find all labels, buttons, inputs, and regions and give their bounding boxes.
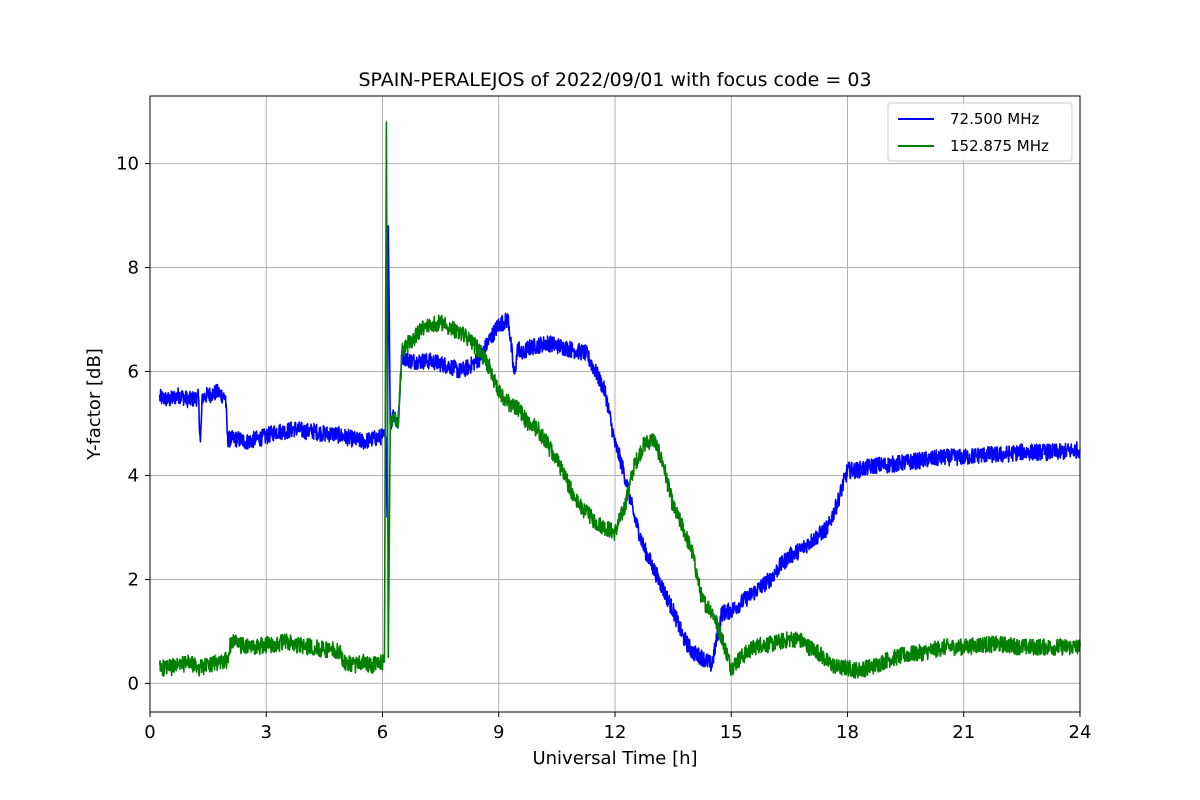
x-tick-label: 9: [493, 722, 504, 743]
series-line: [158, 121, 1081, 679]
chart-title: SPAIN-PERALEJOS of 2022/09/01 with focus…: [358, 69, 871, 91]
x-tick-label: 0: [144, 722, 155, 743]
y-axis-label: Y-factor [dB]: [84, 348, 105, 461]
x-axis-label: Universal Time [h]: [532, 748, 697, 769]
legend-label: 152.875 MHz: [950, 137, 1049, 155]
series-line: [158, 225, 1081, 672]
x-tick-label: 21: [952, 722, 975, 743]
legend-label: 72.500 MHz: [950, 110, 1039, 128]
y-tick-label: 6: [128, 362, 139, 383]
x-tick-label: 18: [836, 722, 859, 743]
y-tick-label: 4: [128, 465, 139, 486]
y-tick-label: 8: [128, 258, 139, 279]
y-tick-label: 10: [116, 154, 139, 175]
x-tick-label: 6: [377, 722, 388, 743]
x-tick-label: 15: [720, 722, 743, 743]
series-layer: [158, 121, 1081, 679]
legend: 72.500 MHz 152.875 MHz: [887, 102, 1073, 162]
x-tick-label: 3: [261, 722, 272, 743]
x-tick-label: 12: [604, 722, 627, 743]
y-tick-label: 2: [128, 569, 139, 590]
x-tick-label: 24: [1069, 722, 1092, 743]
y-tick-label: 0: [128, 673, 139, 694]
